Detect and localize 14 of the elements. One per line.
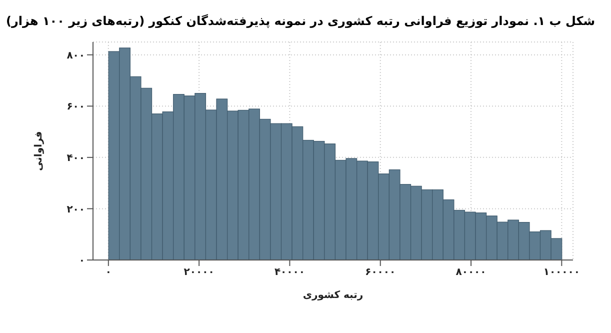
x-tick-label: ۴۰۰۰۰ — [274, 267, 305, 278]
y-tick-label: ۲۰۰ — [66, 204, 85, 216]
chart-title: شکل ب ۱. نمودار توزیع فراوانی رتبه کشوری در نمونه پذیرفته‌شدگان کنکور (رتبه‌های زیر ۱۰۰ هزار) — [6, 13, 596, 30]
x-tick-label: ۲۰۰۰۰ — [184, 267, 214, 278]
x-tick-label: ۱۰۰۰۰۰ — [543, 267, 580, 278]
y-tick-label: ۶۰۰ — [66, 102, 85, 113]
y-tick-label: ۸۰۰ — [66, 50, 85, 62]
x-tick-label: ۰ — [105, 267, 112, 278]
x-tick-label: ۸۰۰۰۰ — [456, 267, 486, 278]
x-axis-title: رتبه کشوری — [302, 290, 364, 301]
y-tick-label: ۰ — [78, 256, 85, 267]
y-axis-title: فراوانی — [34, 131, 45, 171]
x-tick-label: ۶۰۰۰۰ — [365, 267, 396, 278]
y-tick-label: ۴۰۰ — [66, 152, 85, 164]
